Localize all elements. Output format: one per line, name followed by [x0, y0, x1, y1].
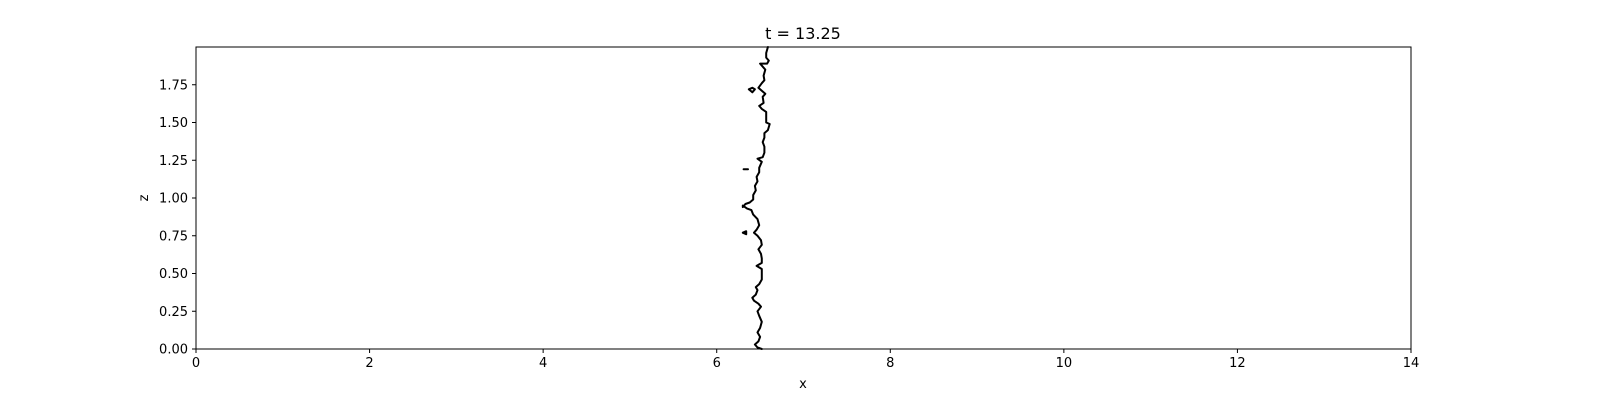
y-tick-label: 1.75 — [159, 78, 188, 93]
x-axis-label: x — [799, 377, 807, 392]
contour-line-main — [741, 46, 771, 350]
x-tick-label: 8 — [886, 356, 894, 371]
y-tick-label: 0.50 — [159, 267, 188, 282]
x-tick-label: 12 — [1229, 356, 1246, 371]
x-tick-label: 14 — [1403, 356, 1420, 371]
y-tick-label: 0.75 — [159, 229, 188, 244]
chart-title: t = 13.25 — [765, 24, 841, 43]
x-tick-label: 2 — [365, 356, 373, 371]
x-tick-label: 4 — [539, 356, 547, 371]
x-tick-label: 6 — [713, 356, 721, 371]
y-tick-label: 1.25 — [159, 154, 188, 169]
y-axis-ticks: 0.00 0.25 0.50 0.75 1.00 1.25 1.50 1.75 — [159, 78, 196, 358]
x-tick-label: 10 — [1056, 356, 1073, 371]
x-tick-label: 0 — [192, 356, 200, 371]
y-tick-label: 0.25 — [159, 305, 188, 320]
y-axis-label: z — [137, 194, 152, 201]
y-tick-label: 1.00 — [159, 192, 188, 207]
y-tick-label: 1.50 — [159, 116, 188, 131]
contour-lines — [741, 46, 771, 350]
plot-frame — [195, 46, 1412, 350]
contour-line-fragment — [747, 86, 756, 94]
x-axis-ticks: 0 2 4 6 8 10 12 14 — [192, 349, 1419, 371]
y-tick-label: 0.00 — [159, 343, 188, 358]
contour-line-fragment — [741, 230, 748, 236]
